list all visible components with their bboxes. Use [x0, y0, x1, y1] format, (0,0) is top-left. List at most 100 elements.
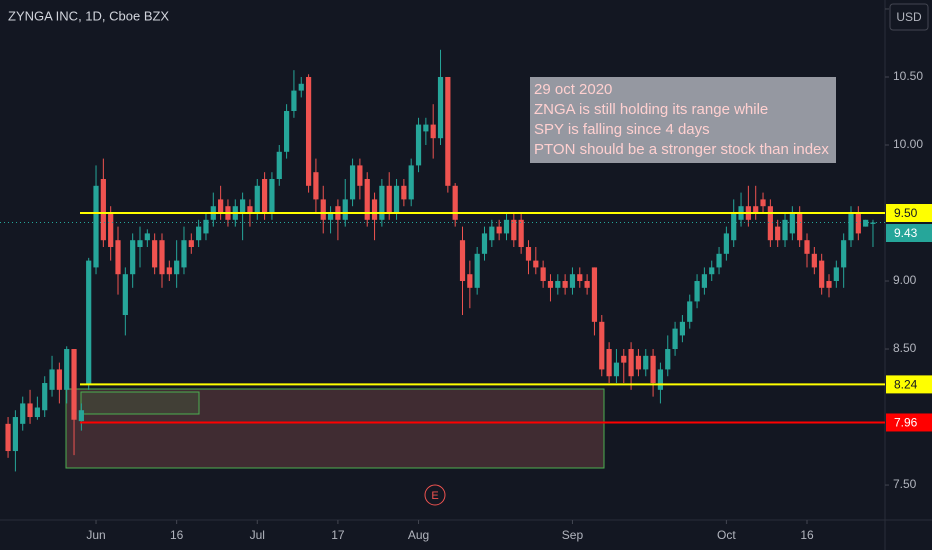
candle-body	[599, 321, 605, 370]
level-badge	[886, 413, 932, 432]
candle-body	[489, 226, 495, 241]
candle-body	[342, 199, 348, 220]
x-tick-label: Sep	[562, 528, 584, 542]
x-tick-label: 16	[170, 528, 184, 542]
candle-body	[166, 267, 172, 275]
candle-body	[196, 226, 202, 241]
candle-body	[100, 179, 106, 241]
candle-body	[78, 410, 84, 422]
candle-body	[687, 301, 693, 322]
level-label: 8.24	[894, 378, 918, 392]
candle-body	[269, 179, 275, 214]
y-tick-label: 10.00	[893, 137, 923, 151]
candle-body	[445, 76, 451, 186]
candle-body	[357, 165, 363, 186]
candle-body	[628, 349, 634, 377]
candle-body	[122, 274, 128, 316]
candle-body	[577, 274, 583, 282]
candle-body	[379, 185, 385, 220]
candle-body	[804, 240, 810, 254]
y-tick-label: 9.00	[893, 273, 917, 287]
candle-body	[408, 165, 414, 200]
candle-body	[174, 260, 180, 275]
candle-body	[467, 274, 473, 288]
level-badge	[886, 204, 932, 223]
note-line: SPY is falling since 4 days	[534, 121, 710, 138]
candle-body	[760, 199, 766, 207]
candle-body	[665, 349, 671, 370]
level-badge	[886, 375, 932, 394]
candle-body	[86, 260, 92, 385]
candle-body	[27, 403, 33, 418]
last-price-label: 9.43	[894, 226, 918, 240]
candle-body	[606, 349, 612, 377]
candle-body	[679, 321, 686, 336]
y-tick-label: 7.50	[893, 477, 917, 491]
candle-body	[137, 240, 143, 248]
candle-body	[723, 233, 729, 254]
x-tick-label: Jul	[250, 528, 265, 542]
candle-body	[848, 213, 854, 241]
currency: USD	[896, 10, 922, 24]
candle-body	[12, 417, 18, 452]
level-label: 7.96	[894, 416, 918, 430]
candle-body	[584, 281, 590, 288]
earnings-label: E	[431, 490, 438, 502]
note-box	[530, 77, 836, 163]
candle-body	[262, 179, 268, 214]
candle-body	[437, 76, 444, 139]
candle-body	[767, 206, 773, 241]
candle-body	[42, 383, 48, 411]
note: 29 oct 2020 ZNGA is still holding its ran…	[534, 81, 829, 158]
candle-body	[283, 110, 290, 152]
candle-body	[159, 240, 165, 275]
candle-body	[71, 349, 77, 420]
candle-body	[313, 172, 319, 200]
candle-body	[591, 267, 598, 322]
candle-body	[371, 199, 378, 220]
candle-body	[863, 219, 869, 227]
candle-body	[240, 199, 246, 214]
currency-box[interactable]	[889, 3, 929, 31]
candle-body	[430, 124, 436, 139]
candle-body	[152, 240, 158, 268]
candle-body	[533, 260, 539, 268]
y-tick-label: 8.50	[893, 341, 917, 355]
earnings-icon[interactable]	[424, 484, 446, 506]
candle-body	[613, 362, 620, 377]
candle-body	[181, 240, 187, 268]
candle-body	[775, 226, 781, 241]
candle-body	[819, 260, 825, 288]
candle-body	[841, 240, 847, 268]
candle-body	[547, 281, 554, 288]
candle-body	[415, 124, 422, 166]
candle-body	[511, 219, 517, 241]
candle-body	[401, 185, 407, 200]
candle-body	[870, 222, 876, 224]
candle-body	[305, 76, 312, 186]
candle-body	[694, 281, 700, 302]
candle-body	[203, 219, 209, 234]
candle-body	[423, 124, 429, 132]
candle-body	[811, 253, 817, 268]
candle-body	[320, 199, 326, 220]
candle-body	[826, 281, 832, 288]
candle-body	[130, 240, 136, 275]
candle-body	[555, 281, 561, 288]
candle-body	[349, 165, 356, 200]
candle-body	[525, 247, 532, 261]
last-price-badge	[886, 224, 932, 243]
x-tick-label: Oct	[717, 528, 736, 542]
candle-body	[782, 219, 788, 241]
x-tick-label: 16	[800, 528, 814, 542]
candle-body	[474, 253, 480, 288]
candle-body	[291, 90, 297, 111]
candle-body	[650, 355, 656, 384]
candle-body	[716, 253, 722, 268]
zone-box	[80, 391, 200, 415]
candle-body	[481, 233, 488, 254]
candle-body	[562, 281, 568, 288]
note-line: ZNGA is still holding its range while	[534, 101, 768, 118]
